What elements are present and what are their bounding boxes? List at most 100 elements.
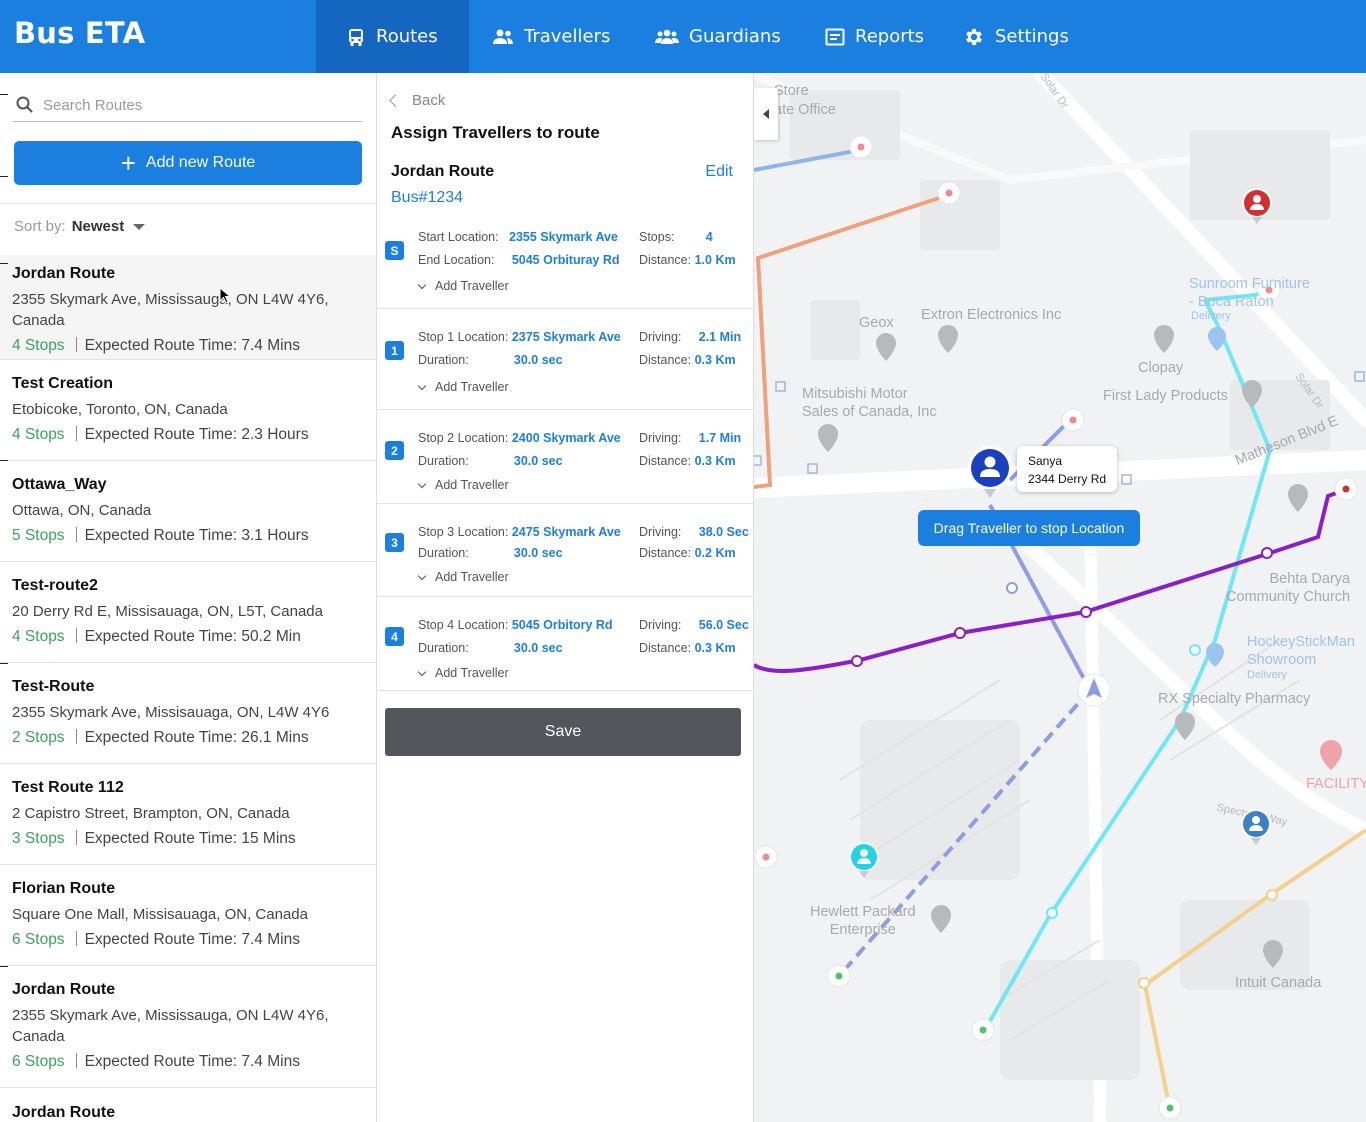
route-list-item[interactable]: Test Route 112 2 Capistro Street, Brampt… — [0, 764, 376, 865]
app-title: Bus ETA — [14, 16, 146, 50]
add-traveller-toggle[interactable]: Add Traveller — [417, 570, 509, 584]
traveller-marker-blue[interactable] — [1239, 807, 1273, 849]
traveller-marker-dragging[interactable] — [966, 444, 1014, 504]
stop-driving: Driving: 1.7 Min — [639, 431, 742, 445]
mouse-cursor-icon — [219, 287, 231, 304]
stop-duration: Duration: 30.0 sec — [418, 454, 563, 468]
people-icon — [493, 29, 513, 44]
route-title: Jordan Route — [12, 265, 116, 282]
route-list-item[interactable]: Jordan Route — [0, 1088, 376, 1122]
route-title: Test-route2 — [12, 577, 98, 594]
stops-count: Stops: 4 — [639, 230, 713, 244]
sort-label: Sort by: — [14, 218, 66, 235]
stop-block: 4 Stop 4 Location: 5045 Orbitory Rd Dura… — [377, 597, 753, 691]
route-list-item[interactable]: Jordan Route 2355 Skymark Ave, Mississau… — [0, 255, 376, 360]
map-label-hockey: HockeyStickMan Showroom — [1247, 634, 1355, 668]
route-stops: 6 Stops — [12, 1053, 65, 1070]
stop-block: 2 Stop 2 Location: 2400 Skymark Ave Dura… — [377, 410, 753, 504]
route-title: Test Route 112 — [12, 779, 124, 796]
map-label-delivery: Delivery — [1191, 310, 1231, 322]
add-traveller-toggle[interactable]: Add Traveller — [417, 279, 509, 293]
route-address: 2355 Skymark Ave, Missisauaga, ON, L4W 4… — [12, 704, 330, 721]
route-address: Etobicoke, Toronto, ON, Canada — [12, 401, 228, 418]
map-label-extron: Extron Electronics Inc — [921, 307, 1062, 323]
map-label-behta: Behta Darya Community Church — [1226, 571, 1351, 605]
route-list-item[interactable]: Ottawa_Way Ottawa, ON, Canada 5 Stops Exp… — [0, 461, 376, 562]
traveller-address: 2344 Derry Rd — [1028, 472, 1107, 486]
back-link[interactable]: Back — [389, 92, 445, 109]
stop-location: Stop 3 Location: 2475 Skymark Ave — [418, 525, 621, 539]
route-list-item[interactable]: Test Creation Etobicoke, Toronto, ON, Ca… — [0, 360, 376, 461]
stop-duration: Duration: 30.0 sec — [418, 641, 563, 655]
route-stops: 4 Stops — [12, 628, 65, 645]
route-title: Jordan Route — [12, 981, 116, 998]
nav-reports[interactable]: Reports — [825, 0, 924, 73]
route-meta: 4 Stops Expected Route Time: 2.3 Hours — [12, 426, 365, 458]
bus-number: Bus#1234 — [391, 189, 464, 206]
add-traveller-toggle[interactable]: Add Traveller — [417, 380, 509, 394]
route-title: Ottawa_Way — [12, 476, 107, 493]
map-label-clopay: Clopay — [1138, 360, 1184, 376]
stop-location: Stop 1 Location: 2375 Skymark Ave — [418, 330, 621, 344]
stop-duration: Duration: 30.0 sec — [418, 353, 563, 367]
save-button[interactable]: Save — [385, 708, 741, 756]
nav-guardians[interactable]: Guardians — [655, 0, 781, 73]
route-time: Expected Route Time: 2.3 Hours — [84, 426, 309, 443]
add-new-route-label: Add new Route — [145, 154, 256, 171]
edit-route-link[interactable]: Edit — [705, 163, 733, 180]
route-stops: 3 Stops — [12, 830, 65, 847]
route-list-item[interactable]: Jordan Route 2355 Skymark Ave, Mississau… — [0, 966, 376, 1088]
route-title: Jordan Route — [12, 1104, 116, 1121]
add-traveller-toggle[interactable]: Add Traveller — [417, 478, 509, 492]
group-icon — [655, 29, 679, 44]
nav-routes[interactable]: Routes — [316, 0, 469, 73]
traveller-marker-red[interactable] — [1240, 186, 1274, 228]
plus-icon: + — [120, 148, 136, 178]
sort-control[interactable]: Sort by: Newest — [0, 203, 376, 255]
nav-travellers-label: Travellers — [524, 26, 611, 47]
chevron-down-icon — [417, 280, 427, 290]
stop-driving: Driving: 56.0 Sec — [639, 618, 749, 632]
add-new-route-button[interactable]: + Add new Route — [14, 141, 362, 185]
map-canvas — [754, 73, 1366, 1122]
nav-travellers[interactable]: Travellers — [492, 0, 610, 73]
search-input[interactable] — [43, 93, 343, 117]
drag-hint-tooltip: Drag Traveller to stop Location — [918, 510, 1140, 546]
total-distance: Distance: 1.0 Km — [639, 253, 736, 267]
sort-value: Newest — [71, 218, 125, 235]
collapse-panel-button[interactable] — [754, 88, 778, 140]
route-meta: 3 Stops Expected Route Time: 15 Mins — [12, 830, 365, 862]
route-list-item[interactable]: Test-Route 2355 Skymark Ave, Missisauaga… — [0, 663, 376, 764]
add-traveller-toggle[interactable]: Add Traveller — [417, 666, 509, 680]
route-time: Expected Route Time: 7.4 Mins — [84, 1053, 300, 1070]
stop-location: Stop 2 Location: 2400 Skymark Ave — [418, 431, 621, 445]
traveller-name: Sanya — [1028, 454, 1063, 468]
search-box — [13, 89, 362, 122]
map-label-intuit: Intuit Canada — [1235, 975, 1322, 991]
report-icon — [825, 28, 845, 45]
route-address: 2355 Skymark Ave, Mississauga, ON L4W 4Y… — [12, 291, 329, 329]
stop-duration: Duration: 30.0 sec — [418, 546, 563, 560]
top-navigation-bar: Bus ETA Routes Travellers Guardians Repo… — [0, 0, 1366, 73]
route-stops: 6 Stops — [12, 931, 65, 948]
route-meta: 5 Stops Expected Route Time: 3.1 Hours — [12, 527, 365, 559]
route-meta: 6 Stops Expected Route Time: 7.4 Mins — [12, 931, 365, 963]
map-view[interactable]: Store ate Office Geox Extron Electronics… — [754, 73, 1366, 1122]
route-address: 2355 Skymark Ave, Mississauga, ON L4W 4Y… — [12, 1007, 329, 1045]
stop-distance: Distance: 0.2 Km — [639, 546, 736, 560]
map-label-facility: FACILITY — [1306, 776, 1366, 792]
route-meta: 4 Stops Expected Route Time: 7.4 Mins — [12, 337, 365, 369]
route-meta: 4 Stops Expected Route Time: 50.2 Min — [12, 628, 365, 660]
route-list-item[interactable]: Test-route2 20 Derry Rd E, Missisauaga, … — [0, 562, 376, 663]
map-label-store: Store ate Office — [774, 83, 836, 118]
stop-driving: Driving: 2.1 Min — [639, 330, 742, 344]
route-list-item[interactable]: Florian Route Square One Mall, Missisaua… — [0, 865, 376, 966]
route-time: Expected Route Time: 7.4 Mins — [84, 337, 300, 354]
caret-left-icon — [763, 109, 769, 119]
route-title: Test-Route — [12, 678, 95, 695]
traveller-marker-cyan[interactable] — [847, 840, 881, 882]
end-location: End Location: 5045 Orbituray Rd — [418, 253, 620, 267]
nav-settings[interactable]: Settings — [963, 0, 1069, 73]
stop-badge: 2 — [385, 441, 404, 460]
route-list: Jordan Route 2355 Skymark Ave, Mississau… — [0, 255, 376, 1122]
